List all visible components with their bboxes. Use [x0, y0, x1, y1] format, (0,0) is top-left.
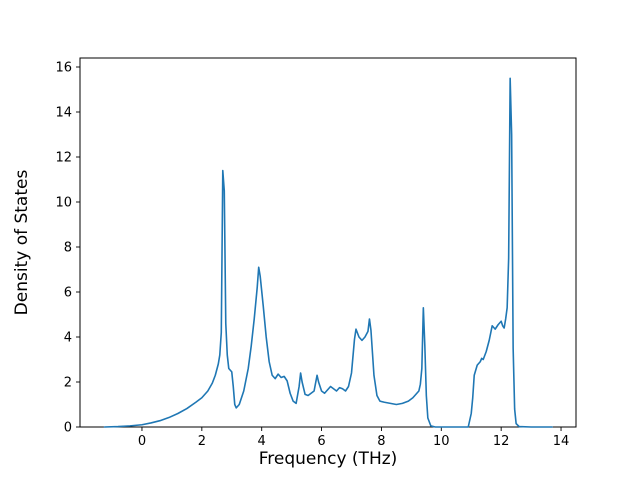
x-tick-label: 2	[198, 434, 206, 449]
x-tick-label: 14	[553, 434, 570, 449]
y-tick-label: 6	[64, 286, 72, 301]
y-tick-label: 14	[55, 106, 72, 121]
x-tick-label: 4	[258, 434, 266, 449]
plot-border	[79, 57, 577, 428]
y-tick-label: 2	[64, 376, 72, 391]
x-tick-label: 10	[433, 434, 450, 449]
x-axis-label: Frequency (THz)	[259, 449, 398, 469]
x-tick-label: 12	[493, 434, 510, 449]
y-tick-label: 12	[55, 151, 72, 166]
y-tick-label: 8	[64, 241, 72, 256]
plot-area: 0 2 4 6 8 10 12 14 0 2 4 6 8 10 12 14 16	[55, 57, 577, 449]
y-tick-label: 10	[55, 196, 72, 211]
dos-line-series	[103, 77, 553, 428]
y-tick-label: 4	[64, 331, 72, 346]
x-tick-label: 8	[377, 434, 385, 449]
y-tick-label: 0	[64, 421, 72, 436]
y-tick-label: 16	[55, 61, 72, 76]
y-axis-label: Density of States	[12, 170, 32, 316]
x-tick-label: 6	[317, 434, 325, 449]
x-tick-label: 0	[138, 434, 146, 449]
